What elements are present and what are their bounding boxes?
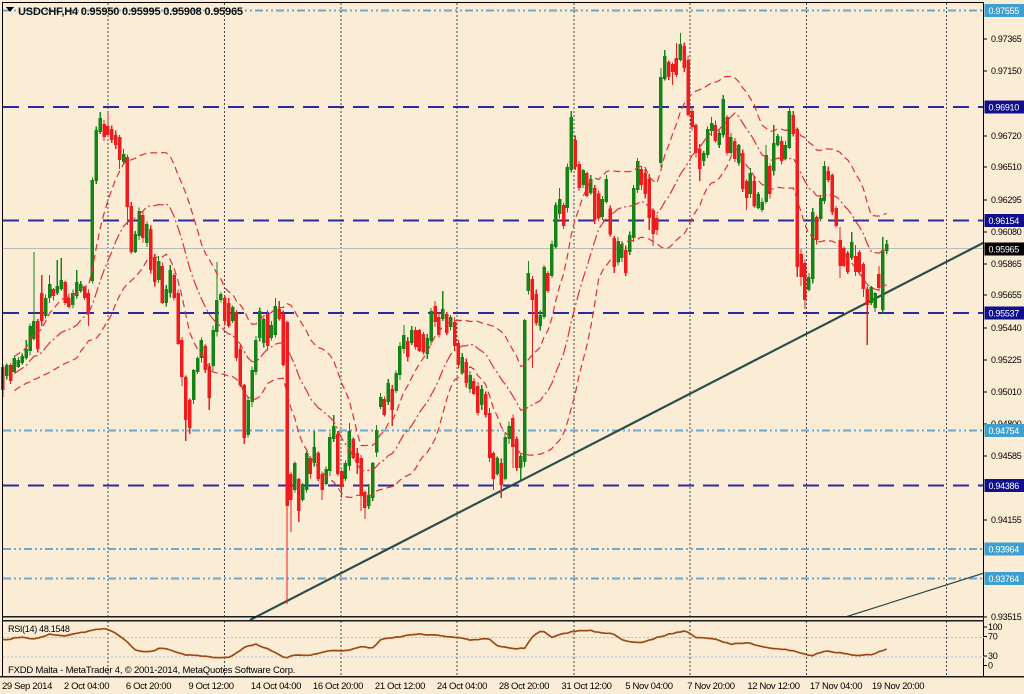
- svg-text:FXDD Malta - MetaTrader 4, © 2: FXDD Malta - MetaTrader 4, © 2001-2014, …: [8, 665, 295, 676]
- svg-text:0.96720: 0.96720: [991, 131, 1022, 141]
- svg-text:0.93764: 0.93764: [989, 574, 1020, 584]
- svg-text:31 Oct 12:00: 31 Oct 12:00: [561, 681, 611, 692]
- svg-text:28 Oct 20:00: 28 Oct 20:00: [499, 681, 549, 692]
- svg-text:5 Nov 04:00: 5 Nov 04:00: [625, 681, 672, 692]
- svg-text:21 Oct 12:00: 21 Oct 12:00: [375, 681, 425, 692]
- svg-text:RSI(14) 48.1548: RSI(14) 48.1548: [8, 624, 70, 634]
- svg-text:0.94386: 0.94386: [989, 481, 1020, 491]
- svg-text:0.97365: 0.97365: [991, 34, 1022, 44]
- svg-text:9 Oct 12:00: 9 Oct 12:00: [188, 681, 233, 692]
- svg-text:0.95010: 0.95010: [991, 387, 1022, 397]
- svg-text:0.95537: 0.95537: [989, 309, 1020, 319]
- svg-text:USDCHF,H4 0.95950 0.95995 0.95: USDCHF,H4 0.95950 0.95995 0.95908 0.9596…: [18, 6, 243, 18]
- svg-text:2 Oct 04:00: 2 Oct 04:00: [64, 681, 109, 692]
- svg-text:0.96154: 0.96154: [989, 216, 1020, 226]
- svg-text:70: 70: [988, 632, 998, 642]
- svg-text:0.94585: 0.94585: [991, 451, 1022, 461]
- svg-text:100: 100: [988, 622, 1002, 632]
- svg-text:0.97555: 0.97555: [989, 6, 1020, 16]
- svg-text:0.93515: 0.93515: [991, 612, 1022, 622]
- svg-text:6 Oct 20:00: 6 Oct 20:00: [126, 681, 171, 692]
- svg-text:16 Oct 20:00: 16 Oct 20:00: [313, 681, 363, 692]
- svg-text:0.95655: 0.95655: [991, 290, 1022, 300]
- svg-text:12 Nov 12:00: 12 Nov 12:00: [747, 681, 799, 692]
- svg-text:0.94754: 0.94754: [989, 426, 1020, 436]
- svg-text:0.95965: 0.95965: [989, 245, 1020, 255]
- svg-text:14 Oct 04:00: 14 Oct 04:00: [251, 681, 301, 692]
- svg-text:17 Nov 04:00: 17 Nov 04:00: [810, 681, 862, 692]
- svg-text:24 Oct 04:00: 24 Oct 04:00: [437, 681, 487, 692]
- svg-text:0.96910: 0.96910: [989, 103, 1020, 113]
- svg-text:0.95225: 0.95225: [991, 355, 1022, 365]
- svg-text:0.96080: 0.96080: [991, 227, 1022, 237]
- svg-text:0.97150: 0.97150: [991, 66, 1022, 76]
- svg-text:0.95440: 0.95440: [991, 323, 1022, 333]
- svg-text:0.96510: 0.96510: [991, 162, 1022, 172]
- svg-text:0.94155: 0.94155: [991, 515, 1022, 525]
- svg-text:0: 0: [988, 661, 993, 671]
- svg-text:0.96295: 0.96295: [991, 195, 1022, 205]
- svg-text:29 Sep 2014: 29 Sep 2014: [2, 681, 52, 692]
- svg-text:7 Nov 20:00: 7 Nov 20:00: [687, 681, 734, 692]
- svg-text:0.95865: 0.95865: [991, 259, 1022, 269]
- svg-text:19 Nov 20:00: 19 Nov 20:00: [872, 681, 924, 692]
- svg-text:0.93964: 0.93964: [989, 545, 1020, 555]
- svg-text:30: 30: [988, 651, 998, 661]
